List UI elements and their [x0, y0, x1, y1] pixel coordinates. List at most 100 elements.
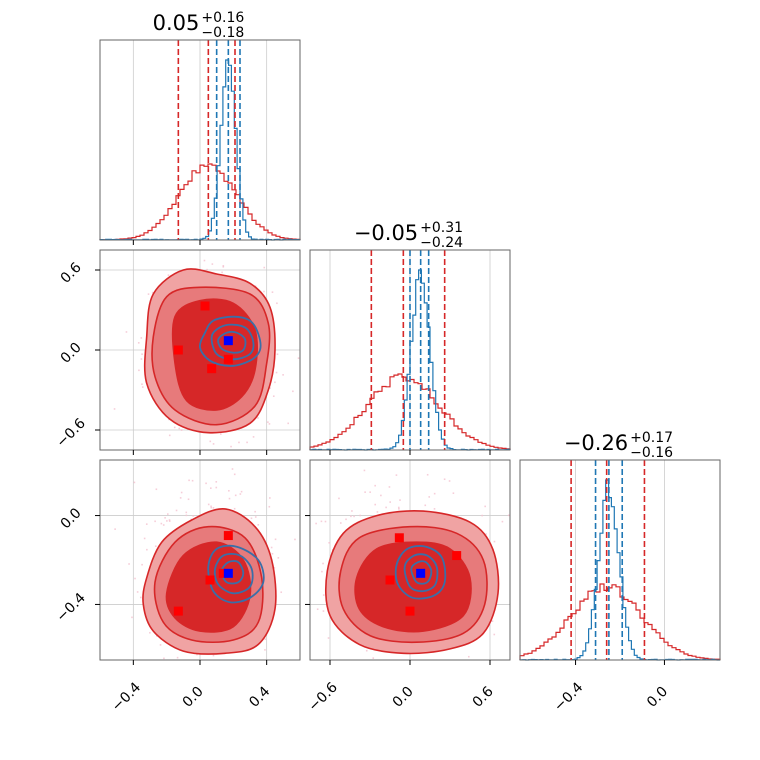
truth-marker [223, 568, 233, 578]
sample-point [185, 514, 188, 517]
sample-point [211, 263, 214, 265]
sample-point [141, 386, 144, 388]
sample-point [210, 451, 212, 453]
sample-point [206, 681, 208, 683]
marker-square [205, 575, 215, 585]
sample-point [363, 469, 366, 472]
sample-point [125, 331, 128, 333]
sample-point [263, 266, 266, 269]
sample-point [428, 496, 431, 498]
sample-point [168, 686, 170, 688]
sample-point [141, 383, 143, 386]
contour-set-b-level-2 [210, 323, 255, 361]
sample-point [239, 493, 242, 495]
sample-point [426, 473, 429, 476]
sample-point [212, 462, 214, 464]
sample-point [154, 545, 157, 547]
sample-point [113, 408, 116, 410]
sample-point [206, 268, 208, 271]
histogram-set-a [99, 163, 301, 241]
sample-point [316, 608, 319, 611]
sample-point [254, 285, 257, 288]
sample-point [215, 481, 218, 483]
sample-point [308, 492, 310, 494]
sample-point [369, 491, 371, 493]
contour-set-b-level-2 [403, 553, 439, 593]
sample-point [280, 591, 283, 594]
sample-point [397, 506, 400, 509]
sample-point [138, 369, 140, 372]
title-minus: −0.24 [420, 235, 463, 251]
sample-point [481, 514, 483, 517]
contour-set-b-level-1 [394, 545, 447, 600]
title-plus: +0.31 [420, 220, 463, 236]
sample-point [395, 474, 398, 476]
sample-point [140, 337, 143, 339]
x-tick-label: 0.4 [246, 684, 273, 711]
sample-point [433, 492, 436, 495]
y-tick-label: 0.0 [58, 340, 85, 367]
histogram-set-a [519, 583, 721, 660]
pair-panel-2 [309, 459, 534, 661]
sample-point [164, 517, 166, 519]
title-value: −0.26 [564, 431, 628, 455]
sample-point [322, 562, 324, 565]
sample-point [173, 426, 176, 429]
sample-point [268, 423, 271, 425]
sample-point [359, 514, 361, 517]
sample-point [374, 484, 376, 487]
sample-point [192, 515, 194, 517]
sample-point [257, 524, 260, 526]
sample-point [219, 457, 221, 459]
sample-point [175, 509, 178, 512]
sample-point [209, 474, 211, 476]
panel-title-2: −0.26 +0.17−0.16 [564, 430, 673, 461]
sample-point [131, 616, 133, 619]
contour-set-b-level-3 [410, 560, 433, 585]
sample-point [424, 504, 427, 507]
sample-point [159, 644, 162, 646]
sample-point [147, 293, 150, 295]
sample-point [322, 594, 325, 596]
x-tick-label: −0.6 [305, 679, 340, 714]
sample-point [205, 482, 207, 485]
sample-point [365, 649, 368, 652]
sample-point [448, 480, 451, 482]
sample-point [139, 596, 142, 599]
panel-frame [519, 459, 721, 661]
pair-panel-0 [99, 249, 307, 476]
hist-panel-1 [309, 249, 511, 451]
truth-marker [223, 336, 233, 346]
sample-point [215, 486, 218, 489]
sample-point [155, 488, 158, 491]
sample-point [255, 468, 257, 470]
sample-point [210, 487, 212, 489]
sample-point [191, 479, 194, 482]
sample-point [128, 563, 130, 565]
sample-point [254, 516, 257, 518]
y-tick-label: −0.6 [53, 415, 88, 450]
sample-point [507, 514, 510, 517]
sample-point [493, 540, 496, 543]
sample-point [532, 615, 534, 617]
sample-point [305, 430, 307, 432]
pair-panel-1 [99, 459, 310, 688]
sample-point [282, 374, 284, 376]
sample-point [315, 522, 317, 525]
sample-point [185, 511, 188, 514]
sample-point [338, 497, 340, 500]
y-tick-label: −0.4 [53, 590, 88, 625]
contour-set-b-level-1 [207, 544, 265, 604]
contour-set-b-level-3 [217, 330, 247, 354]
marker-square [385, 575, 395, 585]
x-tick-label: 0.0 [180, 684, 207, 711]
hist-panel-2 [519, 459, 721, 661]
sample-point [276, 353, 279, 356]
sample-point [133, 481, 136, 484]
sample-point [353, 515, 355, 518]
sample-point [178, 427, 181, 430]
contour-set-b-level-3 [220, 560, 245, 585]
sample-point [212, 443, 215, 445]
sample-point [267, 421, 269, 423]
sample-point [263, 290, 265, 293]
